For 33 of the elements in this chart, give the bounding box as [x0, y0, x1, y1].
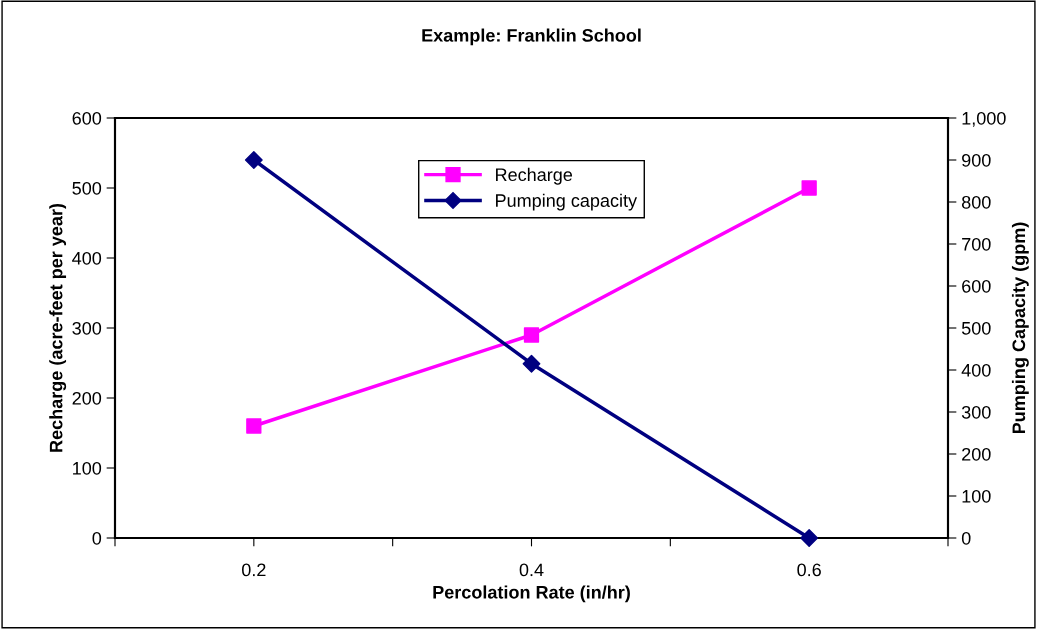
chart-title: Example: Franklin School — [422, 28, 641, 46]
y2-tick-label: 600 — [962, 279, 991, 293]
y-tick-label: 200 — [72, 391, 102, 405]
y2-tick-label: 100 — [962, 489, 991, 503]
point — [523, 327, 540, 343]
x-tick-label: 0.2 — [241, 563, 266, 577]
x-tick-label: 0.4 — [519, 563, 544, 577]
y-tick-label: 400 — [72, 251, 102, 265]
point — [244, 151, 263, 169]
y2-tick-label: 500 — [961, 321, 991, 335]
point — [246, 418, 262, 434]
y2-tick-label: 700 — [962, 237, 991, 251]
y2-tick-label: 200 — [962, 447, 991, 461]
y2-axis-title: Pumping Capacity (gpm) — [1011, 222, 1029, 434]
legend-label: Recharge — [496, 167, 573, 185]
y-tick-label: 600 — [72, 111, 102, 125]
y-axis-title: Recharge (acre-feet per year) — [49, 203, 67, 452]
x-tick-label: 0.6 — [797, 563, 821, 577]
y-tick-label: 500 — [72, 181, 102, 195]
point — [522, 354, 541, 373]
y-tick-label: 0 — [92, 531, 102, 545]
y2-tick-label: 900 — [962, 153, 991, 167]
y-tick-label: 100 — [73, 461, 102, 475]
y2-tick-label: 300 — [961, 405, 991, 419]
point — [801, 180, 817, 196]
x-axis-title: Percolation Rate (in/hr) — [433, 585, 630, 603]
y2-tick-label: 800 — [961, 195, 991, 209]
point — [800, 529, 819, 547]
y-tick-label: 300 — [72, 321, 102, 335]
y2-tick-label: 0 — [961, 531, 971, 545]
y2-tick-label: 1,000 — [962, 111, 1006, 127]
legend-label: Pumping capacity — [496, 193, 638, 211]
y2-tick-label: 400 — [961, 363, 991, 377]
